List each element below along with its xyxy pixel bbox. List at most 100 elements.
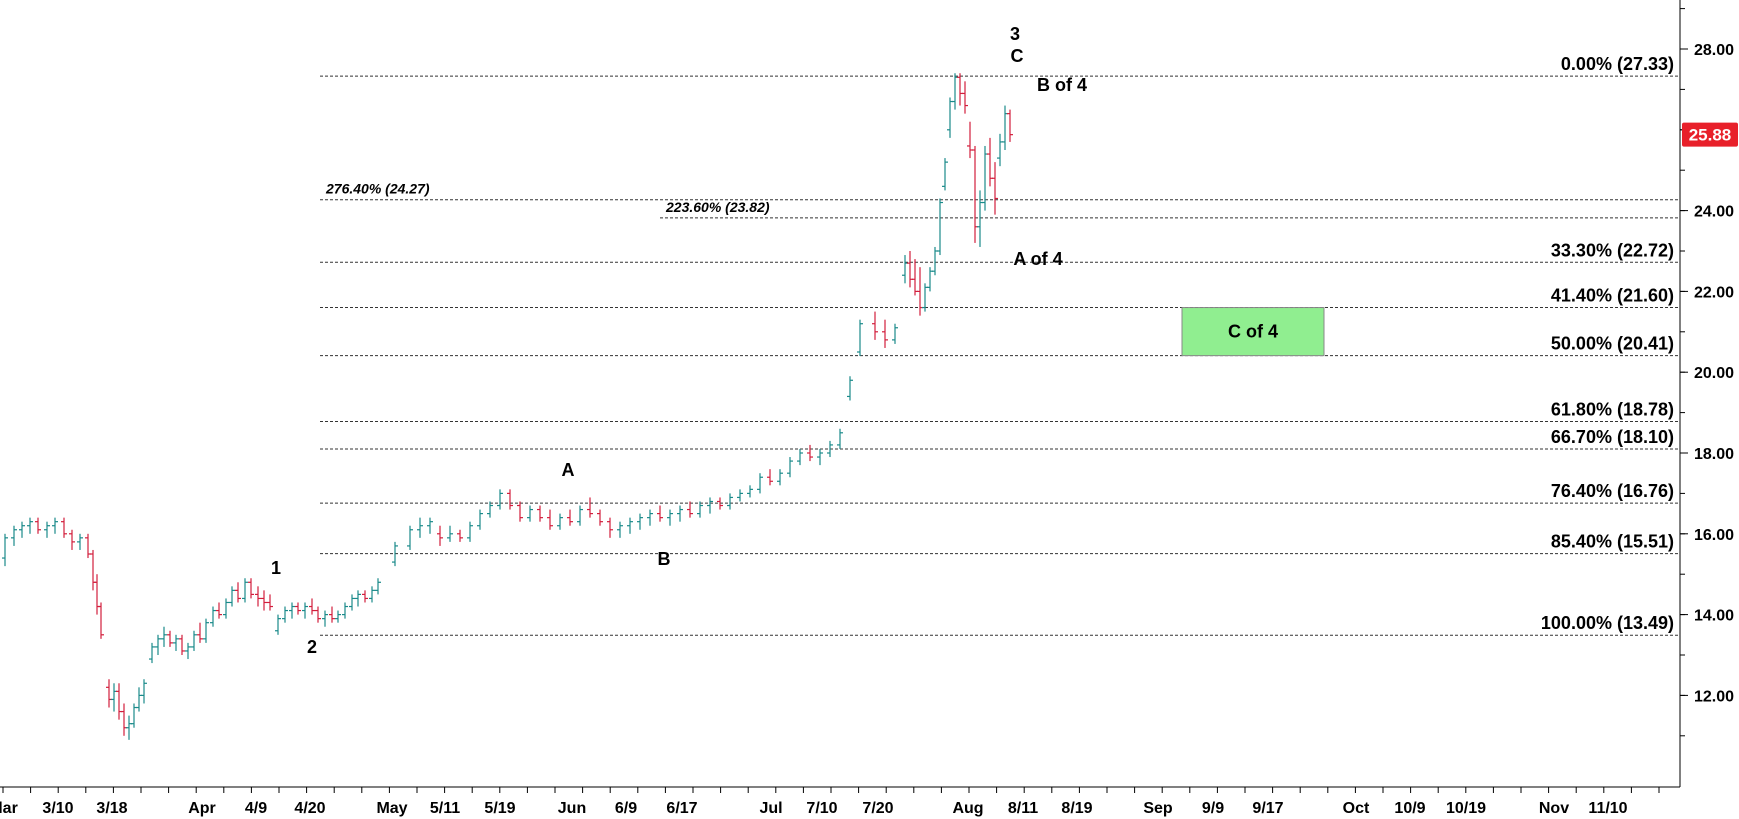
x-tick-label: 5/19 [484, 800, 515, 817]
candle [44, 521, 50, 538]
candle [417, 517, 423, 538]
candle [507, 489, 513, 510]
candle [329, 606, 335, 623]
candle [477, 509, 483, 530]
x-tick-label: 6/17 [666, 800, 697, 817]
x-tick-label: Jun [558, 800, 586, 817]
candle [687, 501, 693, 518]
candle [767, 469, 773, 486]
candle [882, 319, 888, 348]
candle [197, 622, 203, 643]
candle [1007, 109, 1013, 142]
candle [587, 497, 593, 518]
candle [527, 505, 533, 522]
candle [216, 602, 222, 619]
fib-label: 100.00% (13.49) [1541, 613, 1674, 633]
x-tick-label: 10/9 [1394, 800, 1425, 817]
candle [757, 473, 763, 494]
candle [962, 81, 968, 114]
candle [235, 582, 241, 603]
candle [179, 634, 185, 655]
candle [191, 630, 197, 651]
candle [447, 525, 453, 542]
candle [637, 513, 643, 530]
x-tick-label: May [376, 800, 407, 817]
candle [77, 533, 83, 550]
x-axis: lar 3/10 3/18 Apr 4/9 4/20 May 5/11 5/19 Jun 6/9 6/… [0, 787, 1660, 817]
candle [261, 590, 267, 611]
x-tick-label: 3/10 [42, 800, 73, 817]
candle [27, 517, 33, 534]
candle [355, 590, 361, 607]
fibonacci-lines [320, 75, 1680, 636]
y-tick-label: 12.00 [1694, 688, 1734, 705]
candle [275, 614, 281, 635]
candle [315, 606, 321, 623]
candle [667, 509, 673, 526]
candle [229, 586, 235, 607]
candle [427, 517, 433, 534]
candle [185, 642, 191, 660]
x-tick-label: Aug [952, 800, 983, 817]
candle [797, 448, 803, 466]
candle [155, 634, 161, 655]
wave-label: 2 [307, 637, 317, 657]
fib-label: 61.80% (18.78) [1551, 399, 1674, 419]
candle [992, 162, 998, 215]
candle [52, 517, 58, 534]
candle [375, 578, 381, 595]
wave-labels: 1 2 A B 3C A of 4 B of 4 [271, 24, 1087, 657]
x-tick-label: 11/10 [1588, 800, 1627, 817]
candle [248, 578, 254, 599]
fibonacci-labels: 0.00% (27.33) 33.30% (22.72) 41.40% (21.60… [325, 54, 1674, 633]
candle [537, 505, 543, 522]
candle [255, 586, 261, 607]
y-tick-label: 22.00 [1694, 284, 1734, 301]
x-tick-label: 4/9 [245, 800, 267, 817]
candle [617, 521, 623, 538]
wave-label: A of 4 [1013, 249, 1062, 269]
candle [717, 497, 723, 510]
fib-label: 50.00% (20.41) [1551, 334, 1674, 354]
fib-label: 66.70% (18.10) [1551, 427, 1674, 447]
candle [335, 610, 341, 623]
candle [203, 618, 209, 643]
candle [149, 642, 155, 664]
x-tick-label: Oct [1343, 800, 1370, 817]
candle [777, 469, 783, 486]
candle [727, 493, 733, 510]
candle [223, 598, 229, 619]
extension-label: 223.60% (23.82) [665, 199, 770, 215]
candle [547, 509, 553, 530]
candle [497, 489, 503, 510]
candle [517, 501, 523, 522]
target-zone-c-of-4 [1181, 307, 1325, 357]
candle [657, 505, 663, 522]
candle [942, 158, 948, 191]
last-price-tag: 25.88 [1682, 122, 1738, 147]
y-tick-label: 20.00 [1694, 365, 1734, 382]
candle [35, 517, 41, 534]
x-tick-label: 3/18 [96, 800, 127, 817]
candle [242, 578, 248, 603]
last-price-value: 25.88 [1689, 126, 1732, 145]
candle [167, 630, 173, 647]
candle [607, 517, 613, 538]
x-tick-label: 9/17 [1252, 800, 1283, 817]
y-tick-label: 24.00 [1694, 204, 1734, 221]
wave-label: 1 [271, 558, 281, 578]
candle [210, 606, 216, 627]
candle [827, 440, 833, 458]
wave-label: 3 [1010, 24, 1020, 44]
wave-label: B [658, 549, 671, 569]
y-tick-label: 28.00 [1694, 42, 1734, 59]
candle [807, 444, 813, 462]
candle [647, 509, 653, 526]
candle [487, 501, 493, 518]
x-tick-label: 8/19 [1061, 800, 1092, 817]
y-tick-label: 16.00 [1694, 527, 1734, 544]
candle [857, 319, 863, 357]
wave-label: B of 4 [1037, 75, 1087, 95]
